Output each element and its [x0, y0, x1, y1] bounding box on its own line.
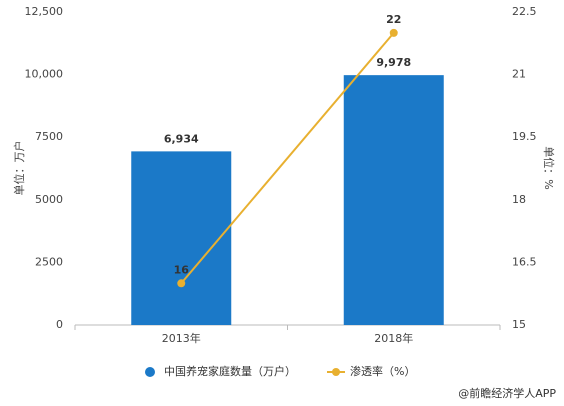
y2-tick-label: 19.5 [512, 130, 537, 143]
x-tick-label: 2018年 [374, 331, 413, 345]
y2-tick-label: 15 [512, 318, 526, 331]
line-point [389, 28, 398, 37]
bar [343, 75, 444, 325]
y2-axis-title: 单位：% [542, 146, 556, 189]
line-point [177, 279, 186, 288]
legend-label: 渗透率（%） [350, 364, 415, 378]
y-tick-label: 0 [56, 318, 63, 331]
value-label: 6,934 [164, 132, 199, 145]
y-axis-title: 单位：万户 [12, 141, 26, 196]
y-tick-label: 10,000 [25, 68, 64, 81]
legend-label: 中国养宠家庭数量（万户） [164, 364, 296, 378]
y2-tick-label: 22.5 [512, 5, 537, 18]
value-label: 22 [386, 13, 401, 26]
y-tick-label: 7500 [35, 130, 63, 143]
y-tick-label: 5000 [35, 193, 63, 206]
value-label: 16 [174, 263, 190, 276]
y2-tick-label: 21 [512, 68, 526, 81]
legend-swatch [332, 368, 340, 376]
source: @前瞻经济学人APP [458, 386, 556, 400]
legend-swatch [145, 367, 155, 377]
line [180, 32, 395, 284]
y-tick-label: 12,500 [25, 5, 64, 18]
y2-tick-label: 18 [512, 193, 526, 206]
x-tick-label: 2013年 [162, 331, 201, 345]
value-label: 9,978 [376, 56, 411, 69]
y2-tick-label: 16.5 [512, 255, 537, 268]
y-tick-label: 2500 [35, 255, 63, 268]
bar [131, 151, 232, 325]
